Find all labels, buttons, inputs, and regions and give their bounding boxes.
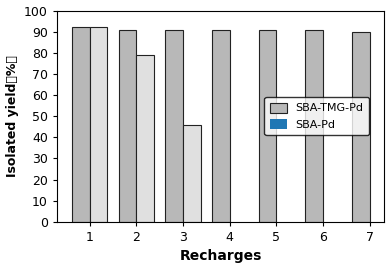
Bar: [352, 32, 370, 222]
Bar: [212, 30, 230, 222]
Bar: [183, 125, 201, 222]
Bar: [90, 27, 107, 222]
Bar: [136, 55, 154, 222]
Bar: [305, 30, 323, 222]
Bar: [72, 27, 90, 222]
Bar: [165, 30, 183, 222]
X-axis label: Recharges: Recharges: [179, 249, 262, 263]
Bar: [259, 30, 276, 222]
Y-axis label: Isolated yield（%）: Isolated yield（%）: [5, 55, 19, 177]
Legend: SBA-TMG-Pd, SBA-Pd: SBA-TMG-Pd, SBA-Pd: [264, 97, 369, 135]
Bar: [119, 30, 136, 222]
